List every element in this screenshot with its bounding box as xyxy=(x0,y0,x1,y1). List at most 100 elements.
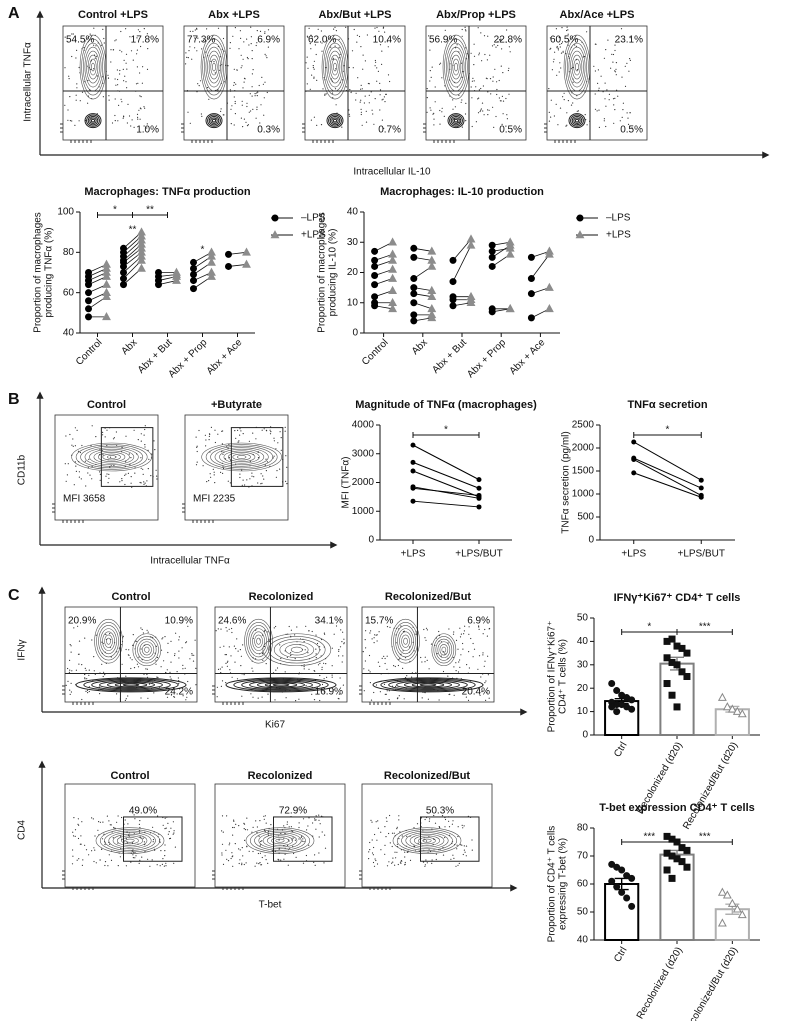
event-dot xyxy=(87,692,89,694)
event-dot xyxy=(508,93,510,95)
contour xyxy=(323,38,347,96)
data-point xyxy=(698,477,704,483)
event-dot xyxy=(196,50,198,52)
event-dot xyxy=(267,631,269,633)
event-dot xyxy=(484,660,486,662)
event-dot xyxy=(465,845,468,847)
event-dot xyxy=(213,61,215,63)
event-dot xyxy=(373,123,375,125)
data-point xyxy=(698,485,704,491)
event-dot xyxy=(194,639,196,641)
x-tick-label: Abx + Ace xyxy=(205,337,245,377)
event-dot xyxy=(556,47,558,49)
data-point xyxy=(527,275,535,283)
event-dot xyxy=(269,433,272,435)
event-dot xyxy=(202,465,204,467)
data-point xyxy=(270,230,280,239)
event-dot xyxy=(241,695,243,697)
event-dot xyxy=(240,117,242,119)
event-dot xyxy=(339,677,341,679)
y-tick-label: 1500 xyxy=(572,466,595,477)
event-dot xyxy=(286,821,288,823)
event-dot xyxy=(621,76,623,78)
contour xyxy=(437,641,451,659)
event-dot xyxy=(403,698,405,700)
event-dot xyxy=(141,628,143,631)
event-dot xyxy=(81,821,83,823)
event-dot xyxy=(348,66,350,69)
data-point xyxy=(717,918,727,927)
event-dot xyxy=(442,670,445,673)
event-dot xyxy=(227,660,229,662)
event-dot xyxy=(313,68,315,70)
event-dot xyxy=(383,683,386,686)
event-dot xyxy=(79,843,81,845)
event-dot xyxy=(108,854,110,856)
contour xyxy=(449,50,463,84)
event-dot xyxy=(614,97,616,99)
contour xyxy=(249,828,311,853)
event-dot xyxy=(260,104,262,106)
contour xyxy=(106,637,111,645)
event-dot xyxy=(116,821,118,823)
event-dot xyxy=(453,857,455,860)
event-dot xyxy=(191,653,193,655)
event-dot xyxy=(88,690,90,693)
event-dot xyxy=(582,56,584,58)
event-dot xyxy=(206,87,209,89)
event-dot xyxy=(257,457,260,459)
event-dot xyxy=(463,825,465,827)
data-point xyxy=(488,308,496,316)
panel-label: C xyxy=(8,587,20,604)
event-dot xyxy=(160,666,162,668)
event-dot xyxy=(398,838,400,840)
event-dot xyxy=(434,101,436,103)
event-dot xyxy=(452,656,454,659)
event-dot xyxy=(462,71,464,73)
event-dot xyxy=(319,674,321,677)
event-dot xyxy=(502,100,505,102)
contour xyxy=(397,628,414,655)
event-dot xyxy=(621,116,623,118)
event-dot xyxy=(213,471,215,473)
event-dot xyxy=(84,667,86,670)
event-dot xyxy=(386,668,388,670)
event-dot xyxy=(285,480,287,482)
event-dot xyxy=(136,640,138,642)
event-dot xyxy=(110,49,112,51)
event-dot xyxy=(471,97,473,99)
event-dot xyxy=(230,655,232,657)
event-dot xyxy=(629,59,632,62)
event-dot xyxy=(556,45,558,48)
event-dot xyxy=(343,638,345,640)
event-dot xyxy=(139,107,141,109)
x-tick-label: Control xyxy=(74,337,105,368)
event-dot xyxy=(460,844,462,846)
event-dot xyxy=(338,57,340,59)
event-dot xyxy=(245,862,247,864)
event-dot xyxy=(185,63,187,65)
event-dot xyxy=(559,37,561,39)
event-dot xyxy=(489,54,491,56)
event-dot xyxy=(303,668,305,670)
event-dot xyxy=(310,119,312,121)
contour xyxy=(121,837,139,845)
event-dot xyxy=(256,108,258,111)
flow-x-label: Ki67 xyxy=(265,720,285,731)
event-dot xyxy=(321,666,323,669)
contour xyxy=(433,636,455,664)
event-dot xyxy=(221,854,223,856)
event-dot xyxy=(95,45,97,47)
event-dot xyxy=(438,826,440,828)
pair-line xyxy=(412,461,480,489)
event-dot xyxy=(360,84,362,86)
event-dot xyxy=(292,845,294,847)
event-dot xyxy=(142,473,144,475)
event-dot xyxy=(109,466,111,468)
event-dot xyxy=(597,82,599,84)
event-dot xyxy=(294,839,296,841)
event-dot xyxy=(234,102,236,105)
event-dot xyxy=(145,668,147,670)
event-dot xyxy=(109,456,112,458)
event-dot xyxy=(483,665,485,667)
